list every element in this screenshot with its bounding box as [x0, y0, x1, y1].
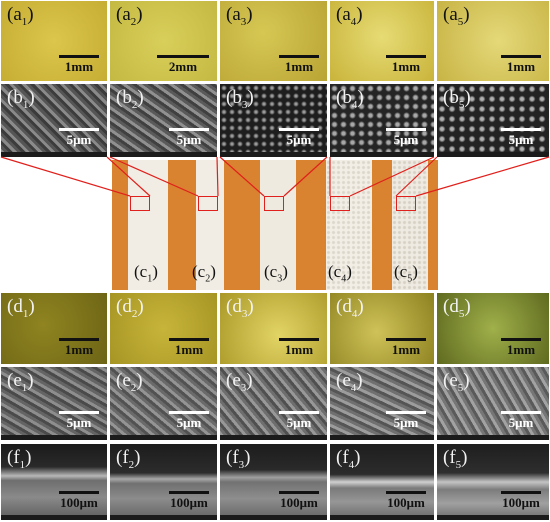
- scale-bar: 5μm: [386, 411, 426, 431]
- label-c1: (c1): [134, 261, 158, 284]
- panel-b1: (b1) 5μm: [1, 84, 107, 157]
- panel-b4: (b4) 5μm: [330, 84, 434, 157]
- panel-d4: (d4) 1mm: [330, 293, 434, 364]
- scale-bar: 2mm: [157, 55, 209, 75]
- panel-f3: (f3) 100μm: [220, 444, 327, 520]
- scale-bar: 5μm: [59, 128, 99, 148]
- panel-b3: (b3) 5μm: [220, 84, 327, 157]
- coating-strip-5: [392, 160, 428, 290]
- sem-info-strip: [1, 515, 107, 520]
- panel-e3: (e3) 5μm: [220, 367, 327, 440]
- panel-b5: (b5) 5μm: [437, 84, 549, 157]
- scale-bar: 5μm: [169, 411, 209, 431]
- label-c2: (c2): [192, 261, 216, 284]
- region-box-3: [264, 196, 284, 211]
- scale-bar: 5μm: [501, 411, 541, 431]
- region-box-5: [396, 196, 416, 211]
- scale-bar: 1mm: [59, 338, 99, 358]
- sem-info-strip: [110, 435, 217, 440]
- panel-f5: (f5) 100μm: [437, 444, 549, 520]
- panel-a3: (a3) 1mm: [220, 1, 327, 81]
- scale-bar: 5μm: [59, 411, 99, 431]
- scale-bar: 5μm: [501, 128, 541, 148]
- sem-info-strip: [437, 515, 549, 520]
- panel-e1: (e1) 5μm: [1, 367, 107, 440]
- scale-bar: 1mm: [501, 338, 541, 358]
- scale-bar: 5μm: [279, 128, 319, 148]
- panel-d1: (d1) 1mm: [1, 293, 107, 364]
- coating-strip-3: [260, 160, 296, 290]
- sem-info-strip: [1, 152, 107, 157]
- panel-b2: (b2) 5μm: [110, 84, 217, 157]
- sem-info-strip: [110, 152, 217, 157]
- panel-a2: (a2) 2mm: [110, 1, 217, 81]
- scale-bar: 1mm: [59, 55, 99, 75]
- sem-info-strip: [437, 152, 549, 157]
- label-c4: (c4): [328, 261, 352, 284]
- region-box-2: [198, 196, 218, 211]
- sem-info-strip: [220, 152, 327, 157]
- scale-bar: 5μm: [386, 128, 426, 148]
- sem-info-strip: [330, 152, 434, 157]
- scale-bar: 100μm: [59, 491, 99, 511]
- panel-a1: (a1) 1mm: [1, 1, 107, 81]
- sem-info-strip: [220, 435, 327, 440]
- panel-e4: (e4) 5μm: [330, 367, 434, 440]
- scale-bar: 5μm: [279, 411, 319, 431]
- scale-bar: 1mm: [386, 338, 426, 358]
- panel-e2: (e2) 5μm: [110, 367, 217, 440]
- panel-a5: (a5) 1mm: [437, 1, 549, 81]
- panel-f4: (f4) 100μm: [330, 444, 434, 520]
- scale-bar: 1mm: [169, 338, 209, 358]
- scale-bar: 100μm: [279, 491, 319, 511]
- scale-bar: 1mm: [279, 338, 319, 358]
- region-box-4: [330, 196, 350, 211]
- coating-strip-2: [196, 160, 224, 290]
- coating-strip-4: [326, 160, 372, 290]
- label-c3: (c3): [264, 261, 288, 284]
- region-box-1: [130, 196, 150, 211]
- label-c5: (c5): [394, 261, 418, 284]
- panel-d2: (d2) 1mm: [110, 293, 217, 364]
- sem-info-strip: [437, 435, 549, 440]
- sem-info-strip: [330, 435, 434, 440]
- panel-d3: (d3) 1mm: [220, 293, 327, 364]
- scale-bar: 1mm: [386, 55, 426, 75]
- scale-bar: 100μm: [501, 491, 541, 511]
- panel-f1: (f1) 100μm: [1, 444, 107, 520]
- panel-a4: (a4) 1mm: [330, 1, 434, 81]
- panel-e5: (e5) 5μm: [437, 367, 549, 440]
- panel-f2: (f2) 100μm: [110, 444, 217, 520]
- scale-bar: 5μm: [169, 128, 209, 148]
- scale-bar: 1mm: [279, 55, 319, 75]
- sem-info-strip: [1, 435, 107, 440]
- sem-info-strip: [330, 515, 434, 520]
- scale-bar: 100μm: [386, 491, 426, 511]
- panel-d5: (d5) 1mm: [437, 293, 549, 364]
- scale-bar: 1mm: [501, 55, 541, 75]
- sem-info-strip: [110, 515, 217, 520]
- sem-info-strip: [220, 515, 327, 520]
- scale-bar: 100μm: [169, 491, 209, 511]
